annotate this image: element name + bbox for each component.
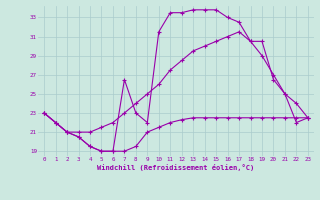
X-axis label: Windchill (Refroidissement éolien,°C): Windchill (Refroidissement éolien,°C) [97,164,255,171]
